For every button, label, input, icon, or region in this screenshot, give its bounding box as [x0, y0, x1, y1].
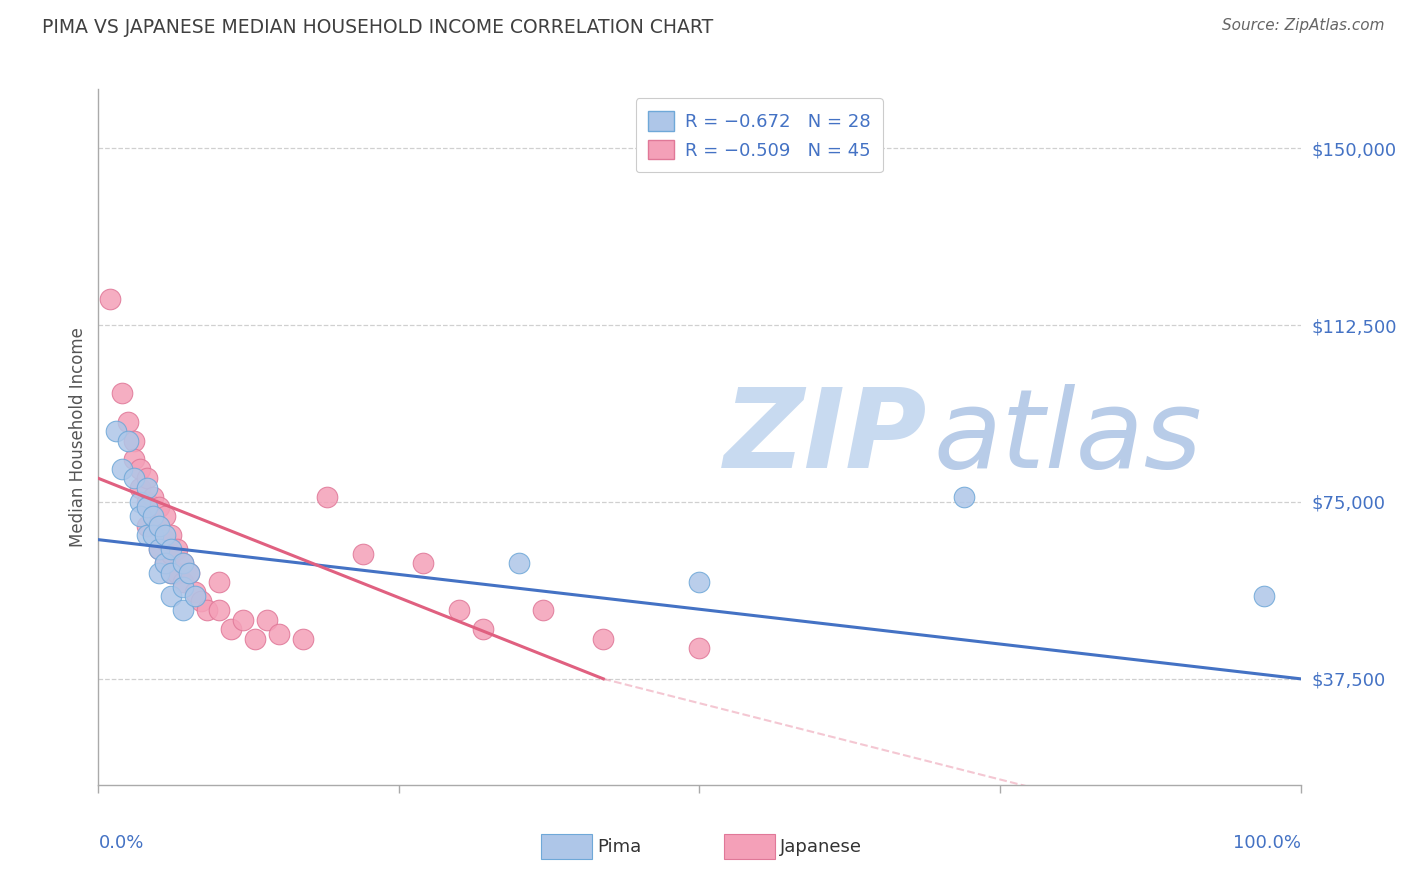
- Text: Japanese: Japanese: [780, 838, 862, 856]
- Point: [688, 641, 710, 656]
- Point: [148, 518, 170, 533]
- Point: [148, 500, 170, 514]
- Point: [148, 518, 170, 533]
- Point: [117, 415, 139, 429]
- Point: [135, 471, 157, 485]
- Text: 0.0%: 0.0%: [98, 834, 143, 852]
- Text: PIMA VS JAPANESE MEDIAN HOUSEHOLD INCOME CORRELATION CHART: PIMA VS JAPANESE MEDIAN HOUSEHOLD INCOME…: [42, 18, 713, 37]
- Point: [195, 603, 218, 617]
- Point: [100, 292, 122, 306]
- Point: [129, 495, 152, 509]
- Point: [208, 575, 231, 590]
- Point: [219, 622, 242, 636]
- Point: [111, 462, 134, 476]
- Point: [141, 528, 163, 542]
- Point: [208, 603, 231, 617]
- Point: [135, 500, 157, 514]
- Point: [508, 556, 530, 570]
- Point: [177, 566, 200, 580]
- Point: [256, 613, 278, 627]
- Point: [153, 556, 176, 570]
- Point: [592, 632, 614, 646]
- Point: [135, 528, 157, 542]
- Point: [159, 566, 181, 580]
- Point: [183, 584, 205, 599]
- Point: [183, 589, 205, 603]
- Point: [166, 542, 188, 557]
- Point: [153, 556, 176, 570]
- Point: [153, 533, 176, 547]
- Point: [124, 471, 146, 485]
- Point: [129, 481, 152, 495]
- Point: [291, 632, 314, 646]
- Point: [135, 518, 157, 533]
- Point: [172, 556, 194, 570]
- Point: [117, 434, 139, 448]
- Point: [124, 452, 146, 467]
- Point: [105, 424, 128, 438]
- Point: [232, 613, 254, 627]
- Point: [148, 542, 170, 557]
- Text: Pima: Pima: [598, 838, 641, 856]
- Point: [153, 509, 176, 524]
- Point: [953, 490, 976, 504]
- Point: [447, 603, 470, 617]
- Point: [124, 434, 146, 448]
- Point: [135, 495, 157, 509]
- Legend: R = −0.672   N = 28, R = −0.509   N = 45: R = −0.672 N = 28, R = −0.509 N = 45: [636, 98, 883, 172]
- Point: [243, 632, 266, 646]
- Point: [531, 603, 554, 617]
- Point: [148, 542, 170, 557]
- Point: [688, 575, 710, 590]
- Text: ZIP: ZIP: [724, 384, 927, 491]
- Point: [153, 528, 176, 542]
- Point: [172, 556, 194, 570]
- Point: [141, 490, 163, 504]
- Point: [177, 566, 200, 580]
- Point: [159, 547, 181, 561]
- Point: [172, 575, 194, 590]
- Text: Source: ZipAtlas.com: Source: ZipAtlas.com: [1222, 18, 1385, 33]
- Point: [159, 589, 181, 603]
- Point: [141, 509, 163, 524]
- Point: [172, 603, 194, 617]
- Point: [315, 490, 337, 504]
- Point: [159, 528, 181, 542]
- Point: [129, 509, 152, 524]
- Point: [148, 566, 170, 580]
- Point: [111, 386, 134, 401]
- Y-axis label: Median Household Income: Median Household Income: [69, 327, 87, 547]
- Point: [267, 627, 290, 641]
- Point: [129, 462, 152, 476]
- Point: [166, 566, 188, 580]
- Text: atlas: atlas: [934, 384, 1202, 491]
- Text: 100.0%: 100.0%: [1233, 834, 1301, 852]
- Point: [159, 542, 181, 557]
- Point: [172, 580, 194, 594]
- Point: [472, 622, 495, 636]
- Point: [135, 481, 157, 495]
- Point: [159, 566, 181, 580]
- Point: [190, 594, 212, 608]
- Point: [1253, 589, 1275, 603]
- Point: [352, 547, 374, 561]
- Point: [141, 509, 163, 524]
- Point: [412, 556, 434, 570]
